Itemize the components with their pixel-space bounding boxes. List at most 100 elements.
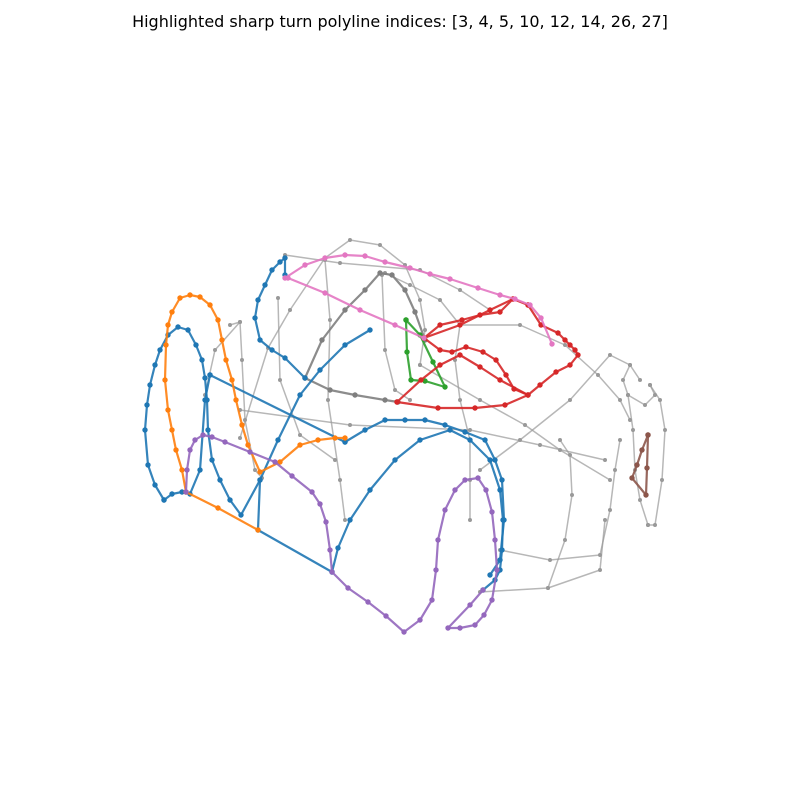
polyline-vertex <box>445 625 451 631</box>
polyline-vertex <box>362 287 368 293</box>
polyline-vertex <box>302 262 308 268</box>
polyline-path <box>143 325 371 517</box>
polyline-vertex <box>169 491 175 497</box>
polyline-vertex <box>467 437 473 443</box>
polyline-vertex <box>217 477 223 483</box>
polyline-vertex <box>152 362 158 368</box>
polyline-vertex <box>418 377 424 383</box>
polyline-29 <box>183 432 500 635</box>
polyline-25 <box>342 417 507 578</box>
polyline-vertex <box>215 505 221 511</box>
polyline-vertex <box>492 537 498 543</box>
polyline-vertex <box>430 359 436 365</box>
polyline-vertex <box>319 337 325 343</box>
polyline-vertex <box>553 369 559 375</box>
polyline-vertex <box>472 622 478 628</box>
polyline-vertex <box>199 357 205 363</box>
polyline-vertex <box>161 497 167 503</box>
polyline-34 <box>394 352 531 411</box>
polyline-vertex <box>403 317 409 323</box>
polyline-vertex <box>253 468 257 472</box>
polyline-vertex <box>257 337 263 343</box>
polyline-vertex <box>462 429 468 435</box>
polyline-vertex <box>317 367 323 373</box>
polyline-vertex <box>497 309 503 315</box>
polyline-vertex <box>382 417 388 423</box>
polyline-vertex <box>463 344 469 350</box>
polyline-1 <box>276 296 337 462</box>
polyline-vertex <box>660 478 664 482</box>
polyline-vertex <box>457 322 463 328</box>
polyline-vertex <box>575 352 581 358</box>
polyline-path <box>423 298 514 340</box>
polyline-vertex <box>365 599 371 605</box>
polyline-vertex <box>252 315 258 321</box>
polyline-vertex <box>309 489 315 495</box>
polyline-vertex <box>297 442 303 448</box>
polyline-vertex <box>433 567 439 573</box>
polyline-vertex <box>169 427 175 433</box>
polyline-vertex <box>437 362 443 368</box>
polyline-vertex <box>205 427 211 433</box>
polyline-vertex <box>183 489 189 495</box>
polyline-vertex <box>653 523 657 527</box>
polyline-vertex <box>269 347 275 353</box>
polyline-vertex <box>458 398 462 402</box>
polyline-vertex <box>442 507 448 513</box>
polyline-vertex <box>200 432 206 438</box>
polyline-vertex <box>383 613 389 619</box>
polyline-vertex <box>193 342 199 348</box>
polyline-path <box>163 293 345 493</box>
polyline-vertex <box>219 337 225 343</box>
polyline-17 <box>546 438 574 590</box>
polyline-vertex <box>418 298 422 302</box>
polyline-vertex <box>202 375 208 381</box>
polyline-vertex <box>289 473 295 479</box>
polyline-vertex <box>326 398 330 402</box>
polyline-vertex <box>278 378 282 382</box>
polyline-path <box>460 324 631 421</box>
polyline-26 <box>252 255 308 381</box>
polyline-vertex <box>563 538 567 542</box>
polyline-vertex <box>255 527 261 533</box>
polyline-vertex <box>197 467 203 473</box>
polyline-vertex <box>162 377 168 383</box>
polyline-vertex <box>442 384 448 390</box>
polyline-vertex <box>492 457 498 463</box>
polyline-vertex <box>494 567 500 573</box>
polyline-vertex <box>362 253 368 259</box>
polyline-vertex <box>342 307 348 313</box>
polyline-vertex <box>437 347 443 353</box>
polyline-vertex <box>342 435 348 441</box>
polyline-vertex <box>421 335 427 341</box>
polyline-vertex <box>197 294 203 300</box>
polyline-vertex <box>621 378 625 382</box>
polyline-vertex <box>288 308 292 312</box>
polyline-vertex <box>631 428 635 432</box>
polyline-vertex <box>475 475 481 481</box>
polyline-vertex <box>229 377 235 383</box>
polyline-vertex <box>462 477 468 483</box>
polyline-23 <box>255 477 335 575</box>
polyline-vertex <box>179 489 185 495</box>
polyline-vertex <box>645 432 651 438</box>
polyline-vertex <box>213 348 217 352</box>
polyline-vertex <box>487 457 493 463</box>
polyline-24 <box>329 427 506 593</box>
polyline-vertex <box>562 337 568 343</box>
polyline-vertex <box>165 407 171 413</box>
polyline-vertex <box>639 447 645 453</box>
polyline-vertex <box>644 465 650 471</box>
polyline-vertex <box>184 467 190 473</box>
polyline-vertex <box>367 327 373 333</box>
polyline-vertex <box>489 509 495 515</box>
polyline-vertex <box>152 482 158 488</box>
polyline-vertex <box>457 625 463 631</box>
polyline-vertex <box>343 518 347 522</box>
polyline-vertex <box>435 405 441 411</box>
polyline-path <box>204 321 241 396</box>
polyline-vertex <box>497 557 503 563</box>
polyline-vertex <box>618 398 622 402</box>
polyline-vertex <box>147 382 153 388</box>
